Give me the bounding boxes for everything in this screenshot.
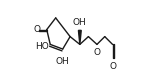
Text: OH: OH xyxy=(56,57,70,66)
Text: HO: HO xyxy=(35,42,49,51)
Text: O: O xyxy=(109,62,116,71)
Text: OH: OH xyxy=(73,18,87,27)
Text: O: O xyxy=(33,25,40,34)
Text: O: O xyxy=(93,48,100,57)
Polygon shape xyxy=(78,30,81,44)
